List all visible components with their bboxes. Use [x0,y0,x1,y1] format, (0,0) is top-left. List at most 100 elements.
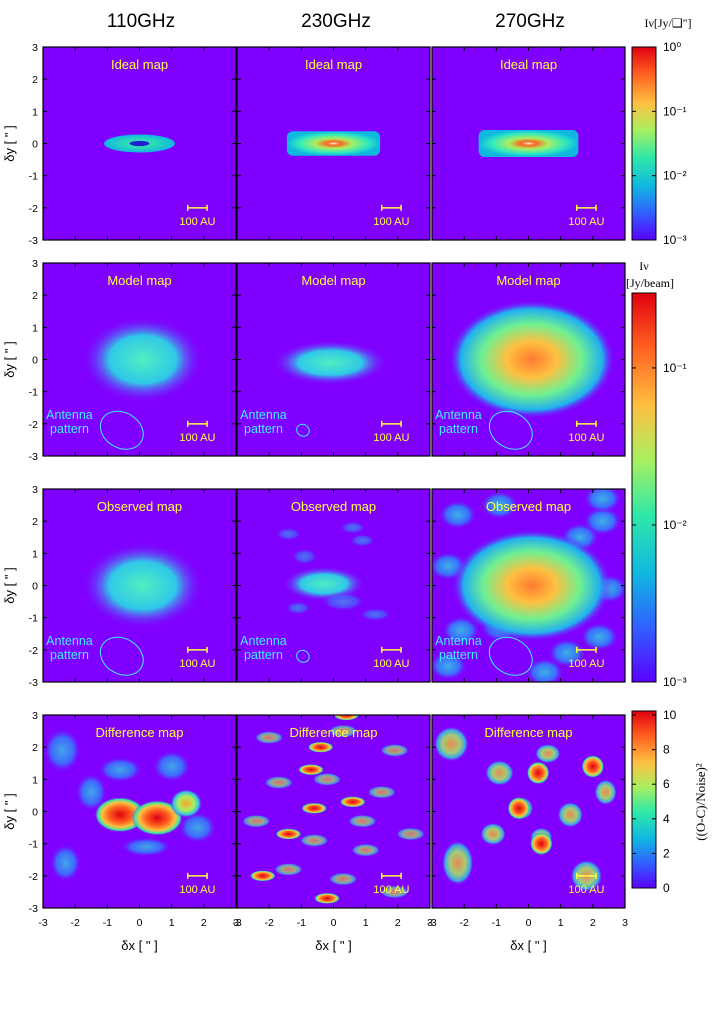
residual-blob [285,601,311,615]
residual-blob [485,760,515,786]
antenna-label-line2: pattern [439,422,478,436]
residual-peak [298,764,324,776]
residual-blob [178,811,217,844]
colorbar-beam-title-1: Iν [639,259,649,273]
source-emission [451,529,613,642]
y-tick-label: 0 [32,355,38,367]
x-tick-label: 1 [363,917,369,929]
antenna-beam-ellipse [296,423,310,437]
colorbar-ideal-bar [631,46,657,241]
residual-blob [432,651,468,681]
scale-bar-label: 100 AU [568,432,604,444]
y-tick-label: -3 [29,235,38,247]
x-axis-label: δx [ " ] [315,938,351,953]
residual-blob [120,837,172,857]
disk-emission [478,129,579,158]
y-tick-label: -3 [29,451,38,463]
x-tick-label: 1 [169,917,175,929]
source-emission [272,340,389,386]
residual-blob [75,772,108,812]
residual-blob [480,490,519,520]
colorbar-tick-label: 10⁻² [663,518,687,532]
x-tick-label: 3 [233,917,239,929]
residual-peak [507,797,531,820]
antenna-label-line1: Antenna [46,408,93,422]
panel-label: Model map [107,273,171,288]
x-axis: -3 -2 -1 0 1 2 3 δx [ " ] -3 -2 -1 0 1 2 3 δx [ " ] -3 -2… [38,917,628,953]
colorbar-beam-ticks: 10⁻¹ 10⁻² 10⁻³ [632,361,687,689]
residual-peak [249,870,276,882]
y-tick-label: -3 [29,677,38,689]
panel-grid: Ideal map 100 AU Ideal map 100 AU Ideal map 1… [42,46,626,909]
residual-peak [530,832,553,855]
x-tick-label: -3 [427,917,436,929]
x-tick-label: 2 [395,917,401,929]
residual-blob [328,872,358,886]
residual-blob [534,743,561,764]
panel-image [432,715,625,908]
column-title-110ghz: 110GHz [107,11,175,32]
antenna-label-line2: pattern [50,422,89,436]
y-axis: 3 2 1 0 -1 -2 -3 δy [ " ] 3 2 1 0 -1 -2 -3 δy [ " ] 3 2 1 0… [2,42,38,915]
antenna-label-line2: pattern [439,648,478,662]
x-tick-label: 1 [558,917,564,929]
panel-image [43,47,236,240]
y-tick-label: -2 [29,203,38,215]
residual-peak [275,828,302,840]
y-tick-label: 0 [32,581,38,593]
x-axis-label: δx [ " ] [121,938,157,953]
y-tick-label: 1 [32,106,38,118]
residual-peak [307,741,334,753]
y-tick-label: 1 [32,774,38,786]
colorbar-diff-ticks: 10 8 6 4 2 0 [632,708,677,895]
colorbar-ideal: Iν[Jy/❑"] 10⁰ 10⁻¹ 10⁻² 10⁻³ [631,16,692,247]
residual-blob [43,727,82,773]
colorbar-tick-label: 6 [663,777,670,791]
antenna-beam-ellipse [488,636,533,676]
colorbar-tick-label: 10⁻³ [663,675,687,689]
antenna-label-line2: pattern [244,648,283,662]
antenna-label-line1: Antenna [435,408,482,422]
residual-blob [347,814,377,828]
panel-label: Model map [496,273,560,288]
panel-label: Observed map [291,499,376,514]
y-tick-label: 3 [32,484,38,496]
colorbar-tick-label: 8 [663,743,670,757]
disk-emission [286,131,381,156]
panel-label: Model map [301,273,365,288]
panel-label: Difference map [290,725,378,740]
source-emission [448,299,616,420]
residual-peak [333,715,360,721]
colorbar-tick-label: 10⁰ [663,40,681,54]
panel-4-3: Difference map 100 AU [431,714,626,909]
antenna-label-line1: Antenna [240,634,287,648]
colorbar-diff: 10 8 6 4 2 0 ((O-C)/Noise)² [631,708,708,895]
colorbar-beam-title-2: [Jy/beam] [626,276,674,290]
scale-bar-label: 100 AU [179,216,215,228]
residual-blob [49,843,82,883]
scale-bar-label: 100 AU [373,216,409,228]
y-tick-label: -1 [29,839,38,851]
panel-image [43,715,236,908]
x-tick-label: 3 [427,917,433,929]
y-tick-label: 1 [32,548,38,560]
residual-blob [339,521,366,535]
residual-blob [359,608,392,621]
residual-blob [241,814,271,828]
colorbar-tick-label: 10 [663,708,677,722]
residual-peak [301,802,328,814]
residual-blob [525,657,564,682]
y-tick-label: 3 [32,258,38,270]
y-tick-label: -1 [29,613,38,625]
y-tick-label: 2 [32,74,38,86]
y-axis-label: δy [ " ] [2,567,17,603]
y-tick-label: -1 [29,171,38,183]
residual-blob [254,731,284,744]
residual-blob [273,862,303,876]
colorbar-tick-label: 0 [663,881,670,895]
residual-blob [312,772,342,786]
colorbar-tick-label: 10⁻¹ [663,104,687,118]
disk-gap [129,140,150,147]
x-tick-label: -1 [492,917,501,929]
